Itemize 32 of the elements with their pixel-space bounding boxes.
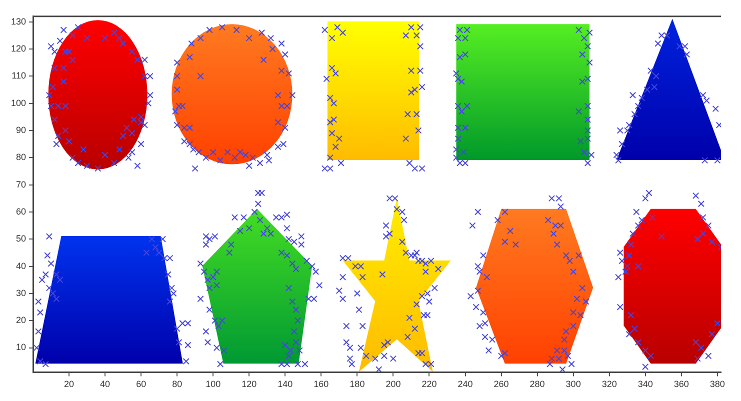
x-tick-label: 120 — [242, 379, 257, 390]
y-tick-label: 100 — [10, 98, 26, 108]
y-tick-label: 20 — [16, 315, 26, 326]
x-tick-label: 200 — [386, 379, 401, 390]
x-tick-label: 60 — [136, 379, 146, 390]
y-tick-label: 90 — [16, 124, 26, 135]
y-tick-label: 10 — [16, 342, 26, 352]
x-tick-label: 260 — [494, 379, 509, 390]
x-tick-label: 180 — [350, 379, 365, 390]
x-tick-label: 300 — [566, 379, 581, 390]
x-tick-label: 220 — [422, 379, 437, 390]
y-tick-label: 110 — [12, 70, 26, 81]
x-tick-label: 40 — [100, 379, 110, 390]
x-tick-label: 380 — [710, 379, 725, 390]
y-tick-label: 60 — [16, 206, 26, 216]
x-tick-label: 140 — [278, 379, 293, 390]
x-tick-label: 20 — [64, 379, 74, 390]
x-tick-label: 320 — [602, 379, 617, 390]
x-tick-label: 340 — [638, 379, 653, 390]
x-tick-label: 280 — [530, 379, 545, 390]
y-tick-label: 70 — [16, 179, 26, 190]
x-tick-label: 360 — [674, 379, 689, 390]
y-tick-label: 130 — [10, 16, 26, 26]
x-tick-label: 240 — [458, 379, 473, 390]
y-tick-label: 50 — [16, 234, 26, 244]
y-tick-label: 30 — [16, 288, 26, 298]
x-tick-label: 160 — [314, 379, 329, 390]
x-tick-label: 100 — [206, 379, 221, 390]
y-tick-label: 40 — [16, 260, 26, 271]
x-tick-label: 80 — [172, 379, 182, 390]
y-tick-label: 80 — [16, 152, 26, 162]
y-tick-label: 120 — [10, 43, 26, 54]
